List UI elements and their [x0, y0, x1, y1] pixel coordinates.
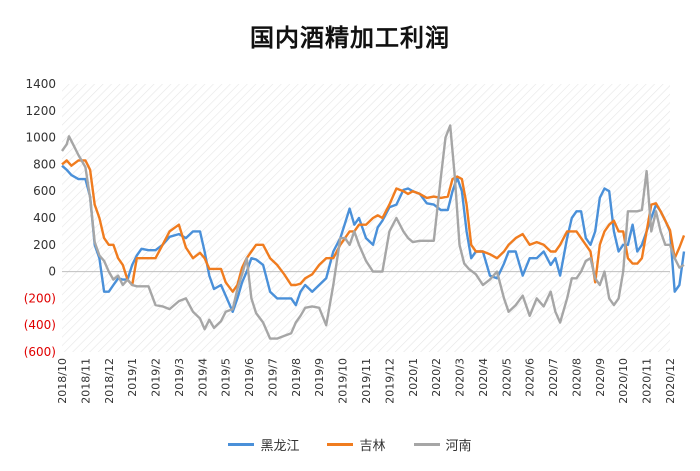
y-tick-label: 600: [33, 184, 56, 198]
x-tick-label: 2018/10: [56, 358, 69, 404]
x-tick-label: 2019/10: [337, 358, 350, 404]
x-tick-label: 2020/12: [664, 358, 677, 404]
legend-label: 黑龙江: [260, 439, 300, 454]
legend-label: 吉林: [359, 439, 386, 454]
x-tick-label: 2019/4: [196, 358, 209, 397]
x-tick-label: 2019/9: [313, 358, 326, 397]
x-tick-label: 2020/3: [454, 358, 467, 397]
x-tick-label: 2020/9: [594, 358, 607, 397]
y-tick-label: 200: [33, 238, 56, 252]
x-tick-label: 2019/2: [150, 358, 163, 397]
legend: 黑龙江 吉林 河南: [0, 435, 700, 454]
x-tick-label: 2019/1: [126, 358, 139, 397]
y-tick-label: (200): [24, 291, 56, 305]
series-line: [61, 164, 686, 313]
legend-swatch: [327, 443, 354, 446]
x-tick-label: 2020/7: [547, 358, 560, 397]
y-tick-label: 1400: [25, 77, 56, 91]
x-tick-label: 2018/12: [103, 358, 116, 404]
y-tick-label: 1000: [25, 131, 56, 145]
legend-item: 黑龙江: [228, 435, 299, 454]
legend-item: 河南: [413, 435, 472, 454]
chart-title: 国内酒精加工利润: [250, 24, 450, 52]
x-tick-label: 2020/5: [500, 358, 513, 397]
x-tick-label: 2020/2: [430, 358, 443, 397]
legend-swatch: [413, 443, 440, 446]
y-tick-label: 0: [48, 265, 56, 279]
x-tick-label: 2019/8: [290, 358, 303, 397]
x-tick-label: 2020/4: [477, 358, 490, 397]
y-tick-label: 800: [33, 157, 56, 171]
x-tick-label: 2019/3: [173, 358, 186, 397]
legend-swatch: [228, 443, 255, 446]
plot-area: [62, 84, 670, 352]
x-tick-label: 2019/5: [220, 358, 233, 397]
y-tick-label: 400: [33, 211, 56, 225]
x-tick-label: 2020/10: [617, 358, 630, 404]
y-tick-label: 1200: [25, 104, 56, 118]
y-tick-label: (600): [24, 345, 56, 359]
x-tick-label: 2019/12: [383, 358, 396, 404]
legend-label: 河南: [445, 439, 472, 454]
x-tick-label: 2020/6: [524, 358, 537, 397]
y-axis: (600) (400) (200) 0 200 400 600 800 1000 1200 1400: [24, 77, 56, 359]
x-axis: 2018/10 2018/11 2018/12 2019/1 2019/2 2019/3 2…: [56, 271, 677, 404]
x-tick-label: 2018/11: [79, 358, 92, 404]
x-tick-label: 2019/7: [266, 358, 279, 397]
x-tick-label: 2019/6: [243, 358, 256, 397]
x-tick-label: 2020/8: [570, 358, 583, 397]
series-line: [61, 159, 686, 293]
y-tick-label: (400): [24, 318, 56, 332]
x-tick-label: 2020/11: [641, 358, 654, 404]
legend-item: 吉林: [327, 435, 386, 454]
series-line: [61, 124, 685, 340]
x-tick-label: 2020/1: [407, 358, 420, 397]
series-layer: [61, 124, 686, 340]
x-tick-label: 2019/11: [360, 358, 373, 404]
